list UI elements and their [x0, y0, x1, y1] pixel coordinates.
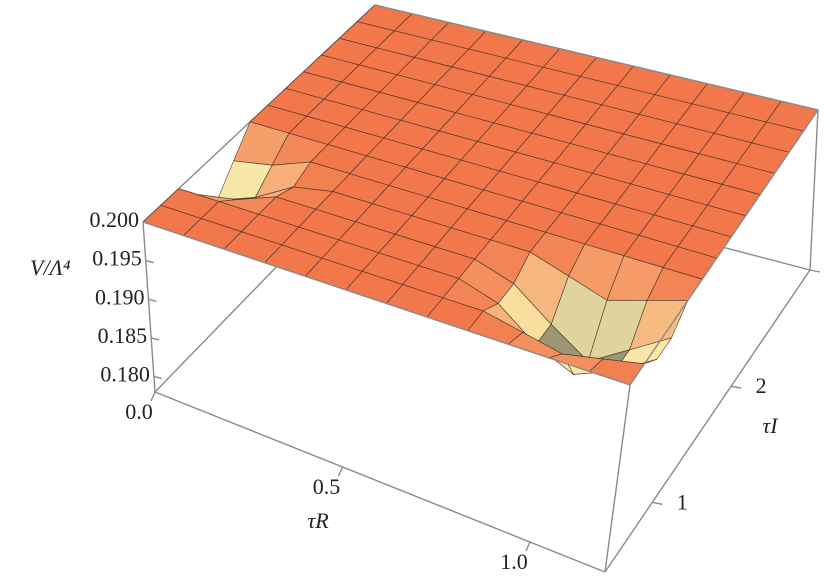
z-tick-label: 0.185 [98, 323, 148, 348]
z-tick [153, 375, 163, 380]
x-axis-label: τR [307, 508, 329, 533]
box-edge [142, 221, 156, 393]
z-tick-label: 0.195 [92, 246, 142, 271]
box-edge [809, 109, 819, 271]
box-edge [142, 221, 631, 386]
x-tick [525, 541, 531, 552]
box-edge [604, 384, 631, 573]
y-axis-label: τI [762, 413, 779, 438]
y-tick [809, 269, 821, 273]
z-tick [142, 221, 152, 225]
box-edge [154, 391, 606, 573]
y-tick [731, 385, 742, 389]
y-tick-label: 2 [756, 373, 767, 398]
box-edge [374, 4, 819, 111]
x-tick [150, 391, 156, 402]
x-tick-label: 0.0 [125, 399, 153, 424]
y-tick [652, 501, 663, 505]
z-tick-label: 0.190 [95, 284, 145, 309]
z-tick [145, 259, 154, 264]
z-tick [148, 298, 157, 302]
x-tick [337, 466, 344, 477]
z-axis-label: V/Λ⁴ [30, 255, 71, 280]
z-tick-label: 0.200 [90, 207, 140, 232]
x-tick-label: 0.5 [313, 474, 341, 499]
x-tick-label: 1.0 [500, 549, 528, 574]
z-tick-label: 0.180 [100, 362, 150, 387]
y-tick-label: 1 [677, 489, 688, 514]
box-edge [629, 109, 819, 386]
z-tick [151, 337, 160, 341]
box-edge [604, 269, 811, 573]
